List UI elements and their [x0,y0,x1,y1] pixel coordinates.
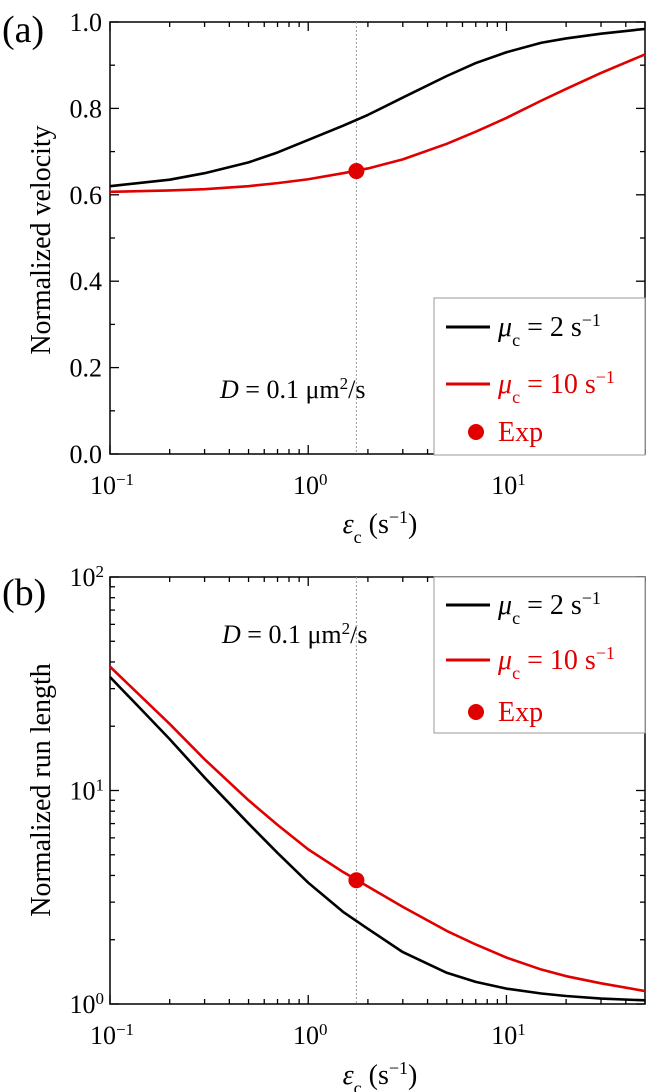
panel-b-x-tick-label: 10−1 [90,1020,134,1051]
panel-a-x-tick-label: 100 [293,470,328,501]
panel-a-legend-label-black: μc = 2 s−1 [497,310,601,350]
panel-a-series-line-red [109,53,646,194]
panel-b-y-tick-label: 100 [70,989,105,1020]
panel-a-y-tick-label: 0.2 [70,354,103,383]
panel-a-y-tick-label: 1.0 [70,8,103,37]
panel-b-exp-point [348,872,365,889]
panel-b-annotation: D = 0.1 μm2/s [221,619,367,650]
panel-a-y-tick-label: 0.0 [70,440,103,469]
panel-b-legend-label-exp: Exp [498,697,543,728]
panel-a-legend-label-red: μc = 10 s−1 [497,367,615,407]
panel-a-exp-point [348,163,365,180]
panel-a-y-tick-label: 0.4 [70,267,103,296]
panel-a-x-tick-label: 10−1 [90,470,134,501]
panel-a-series-line-black [109,27,646,188]
panel-b-x-tick-label: 100 [293,1020,328,1051]
panel-a-label: (a) [2,9,44,51]
panel-a-y-tick-label: 0.6 [70,181,103,210]
panel-a-y-tick-label: 0.8 [70,94,103,123]
panel-b-legend-label-black: μc = 2 s−1 [497,588,601,628]
panel-b-legend-box [433,576,646,734]
panel-b-legend-label-red: μc = 10 s−1 [497,643,615,683]
panel-b-label: (b) [2,572,46,614]
panel-a-ylabel: Normalized velocity [26,125,57,354]
panel-a-xlabel: εc (s−1) [343,507,418,547]
panel-b-y-tick-label: 102 [70,562,105,593]
panel-a-legend: μc = 2 s−1 μc = 10 s−1 Exp [433,297,646,456]
panel-b-legend-marker-exp [468,704,484,720]
panel-b-xlabel: εc (s−1) [343,1058,418,1092]
panel-a-x-tick-label: 101 [491,470,525,501]
panel-a-legend-marker-exp [468,424,484,440]
panel-a-velocity: (a) Normalized velocity D = 0.1 μm2/s εc… [2,8,646,547]
panel-a-legend-label-exp: Exp [498,417,543,448]
panel-a-annotation: D = 0.1 μm2/s [219,374,365,405]
panel-b-series-line-red [109,665,646,993]
panel-b-x-tick-label: 101 [491,1020,525,1051]
panel-b-y-tick-label: 101 [70,775,105,806]
panel-b-run-length: (b) Normalized run length D = 0.1 μm2/s … [2,562,646,1092]
panel-b-ylabel: Normalized run length [26,663,57,916]
panel-b-legend: μc = 2 s−1 μc = 10 s−1 Exp [433,576,646,734]
panel-b-series-line-black [109,676,646,1002]
